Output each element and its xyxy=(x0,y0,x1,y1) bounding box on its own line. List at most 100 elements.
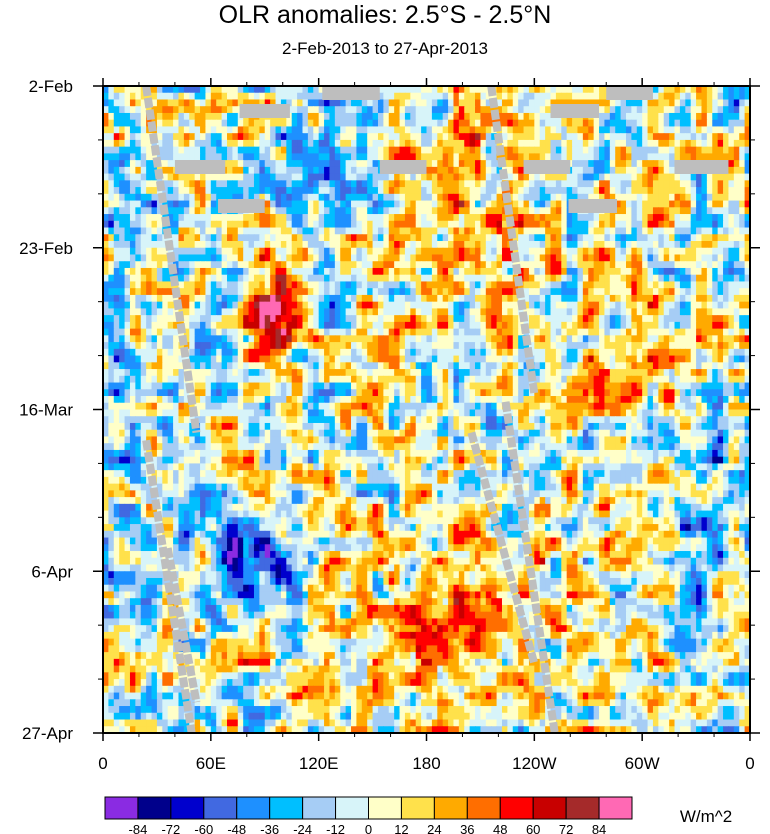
field-cell xyxy=(625,294,632,303)
field-cell xyxy=(739,106,746,114)
field-cell xyxy=(302,294,309,303)
field-cell xyxy=(135,321,142,330)
field-cell xyxy=(404,92,411,101)
field-cell xyxy=(739,119,746,128)
field-cell xyxy=(518,294,525,303)
field-cell xyxy=(534,173,541,181)
field-cell xyxy=(307,281,314,289)
field-cell xyxy=(119,166,126,175)
field-cell xyxy=(426,220,433,229)
field-cell xyxy=(361,220,368,229)
field-cell xyxy=(421,355,428,363)
field-cell xyxy=(183,99,190,107)
field-cell xyxy=(706,315,713,323)
field-cell xyxy=(119,173,126,181)
field-cell xyxy=(280,166,287,175)
field-cell xyxy=(221,241,228,249)
field-cell xyxy=(599,220,606,229)
field-cell xyxy=(496,139,503,148)
field-cell xyxy=(200,355,207,363)
field-cell xyxy=(183,267,190,276)
field-cell xyxy=(334,301,341,310)
field-cell xyxy=(324,119,331,128)
field-cell xyxy=(555,328,562,336)
field-cell xyxy=(588,92,595,101)
field-cell xyxy=(237,348,244,357)
field-cell xyxy=(264,362,271,370)
field-cell xyxy=(173,355,180,363)
field-cell xyxy=(259,342,266,350)
field-cell xyxy=(259,355,266,363)
field-cell xyxy=(550,348,557,357)
field-cell xyxy=(259,335,266,343)
field-cell xyxy=(253,86,260,94)
field-cell xyxy=(313,106,320,114)
field-cell xyxy=(453,119,460,128)
field-cell xyxy=(318,106,325,114)
field-cell xyxy=(415,294,422,303)
field-cell xyxy=(108,254,115,262)
field-cell xyxy=(723,348,730,357)
field-cell xyxy=(302,328,309,336)
field-cell xyxy=(210,214,217,222)
field-cell xyxy=(297,267,304,276)
field-cell xyxy=(588,173,595,181)
field-cell xyxy=(599,126,606,134)
field-cell xyxy=(351,267,358,276)
field-cell xyxy=(270,241,277,249)
field-cell xyxy=(151,200,158,208)
field-cell xyxy=(615,180,622,188)
field-cell xyxy=(744,166,750,175)
field-cell xyxy=(388,193,395,202)
field-cell xyxy=(437,214,444,222)
field-cell xyxy=(113,261,120,269)
field-cell xyxy=(566,321,573,330)
field-cell xyxy=(259,301,266,310)
field-cell xyxy=(194,153,201,161)
field-cell xyxy=(210,187,217,195)
field-cell xyxy=(679,173,686,181)
field-cell xyxy=(491,146,498,154)
field-cell xyxy=(555,267,562,276)
field-cell xyxy=(286,328,293,336)
field-cell xyxy=(356,321,363,330)
field-cell xyxy=(599,112,606,121)
field-cell xyxy=(200,146,207,154)
field-cell xyxy=(388,348,395,357)
field-cell xyxy=(210,321,217,330)
field-cell xyxy=(717,288,724,296)
field-cell xyxy=(135,274,142,283)
field-cell xyxy=(609,321,616,330)
field-cell xyxy=(528,274,535,283)
field-cell xyxy=(410,267,417,276)
field-cell xyxy=(572,173,579,181)
field-cell xyxy=(480,247,487,256)
field-cell xyxy=(194,328,201,336)
field-cell xyxy=(485,200,492,208)
field-cell xyxy=(604,112,611,121)
field-cell xyxy=(469,254,476,262)
field-cell xyxy=(528,342,535,350)
field-cell xyxy=(205,200,212,208)
field-cell xyxy=(539,207,546,215)
field-cell xyxy=(582,321,589,330)
field-cell xyxy=(631,281,638,289)
field-cell xyxy=(129,227,136,235)
field-cell xyxy=(119,288,126,296)
field-cell xyxy=(658,146,665,154)
field-cell xyxy=(270,254,277,262)
field-cell xyxy=(253,99,260,107)
field-cell xyxy=(356,254,363,262)
field-cell xyxy=(485,146,492,154)
field-cell xyxy=(394,133,401,141)
field-cell xyxy=(717,267,724,276)
field-cell xyxy=(108,267,115,276)
field-cell xyxy=(545,106,552,114)
field-cell xyxy=(577,220,584,229)
field-cell xyxy=(151,180,158,188)
field-cell xyxy=(631,348,638,357)
field-cell xyxy=(210,274,217,283)
field-cell xyxy=(642,106,649,114)
field-cell xyxy=(458,328,465,336)
field-cell xyxy=(103,321,109,330)
